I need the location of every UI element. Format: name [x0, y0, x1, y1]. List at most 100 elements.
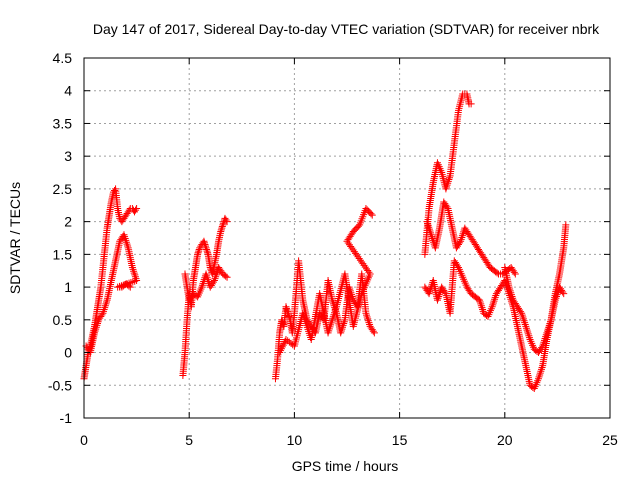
data-point — [284, 309, 292, 317]
data-point — [131, 271, 139, 279]
data-point — [524, 330, 532, 338]
data-point — [522, 324, 530, 332]
chart-title: Day 147 of 2017, Sidereal Day-to-day VTE… — [93, 21, 600, 37]
data-point — [130, 269, 138, 277]
x-tick-label: 20 — [497, 432, 513, 448]
data-point — [286, 314, 294, 322]
data-point — [364, 315, 372, 323]
data-point — [511, 270, 519, 278]
series-segment-2 — [179, 214, 231, 379]
data-point — [283, 306, 291, 314]
data-point — [510, 268, 518, 276]
data-point — [130, 267, 138, 275]
data-point — [103, 298, 111, 306]
data-point — [194, 250, 202, 258]
data-point — [521, 319, 529, 327]
y-tick-label: 2.5 — [53, 181, 73, 197]
y-tick-label: 3 — [64, 148, 72, 164]
data-point — [218, 223, 226, 231]
y-tick-label: 4.5 — [53, 50, 73, 66]
data-point — [202, 270, 210, 278]
y-tick-label: 0.5 — [53, 312, 73, 328]
data-point — [202, 242, 210, 250]
data-point — [201, 241, 209, 249]
y-tick-label: -1 — [60, 410, 73, 426]
x-tick-label: 25 — [602, 432, 618, 448]
data-point — [223, 273, 231, 281]
data-point — [537, 367, 545, 375]
data-point — [285, 311, 293, 319]
series-segment-3 — [271, 205, 378, 383]
series-segment-4-middle — [423, 198, 519, 278]
y-tick-label: 2 — [64, 214, 72, 230]
data-point — [493, 269, 501, 277]
data-point — [132, 206, 140, 214]
data-point — [283, 304, 291, 312]
x-tick-label: 0 — [80, 432, 88, 448]
grid-lines — [84, 58, 610, 418]
data-point — [282, 303, 290, 311]
y-tick-labels: -1 -0.5 0 0.5 1 1.5 2 2.5 3 3.5 4 4.5 — [48, 50, 72, 426]
data-point — [133, 205, 141, 213]
data-point — [284, 308, 292, 316]
data-point — [519, 315, 527, 323]
data-point — [369, 327, 377, 335]
data-point — [98, 311, 106, 319]
data-point — [222, 216, 230, 224]
data-point — [195, 245, 203, 253]
y-tick-label: 3.5 — [53, 115, 73, 131]
data-point — [524, 328, 532, 336]
data-point — [560, 290, 568, 298]
data-point — [521, 320, 529, 328]
data-point — [218, 224, 226, 232]
data-point — [368, 211, 376, 219]
data-point — [425, 223, 433, 231]
axis-ticks — [83, 57, 611, 419]
data-point — [453, 262, 461, 270]
data-point — [538, 344, 546, 352]
data-point — [129, 265, 137, 273]
data-point — [538, 364, 546, 372]
data-point — [203, 247, 211, 255]
data-point — [562, 221, 570, 229]
data-point — [125, 282, 133, 290]
x-tick-label: 5 — [185, 432, 193, 448]
data-point — [340, 318, 348, 326]
series-segment-4-lower — [421, 221, 570, 393]
x-tick-label: 10 — [287, 432, 303, 448]
data-point — [523, 326, 531, 334]
y-tick-label: -0.5 — [48, 377, 72, 393]
data-point — [445, 176, 453, 184]
data-point — [101, 304, 109, 312]
data-point — [367, 210, 375, 218]
data-point — [537, 365, 545, 373]
data-point — [279, 319, 287, 327]
data-point — [203, 245, 211, 253]
data-point — [364, 317, 372, 325]
x-tick-label: 15 — [392, 432, 408, 448]
y-tick-label: 1 — [64, 279, 72, 295]
data-point — [102, 300, 110, 308]
data-point — [522, 322, 530, 330]
data-point — [217, 227, 225, 235]
data-point — [195, 247, 203, 255]
data-point — [202, 244, 210, 252]
data-point — [520, 317, 528, 325]
x-axis-label: GPS time / hours — [292, 458, 399, 474]
y-tick-label: 0 — [64, 345, 72, 361]
data-point — [441, 288, 449, 296]
data-point — [491, 295, 499, 303]
data-point — [370, 329, 378, 337]
series-segment-1-lower — [82, 231, 141, 357]
data-point — [443, 203, 451, 211]
data-point — [209, 278, 217, 286]
data-point — [204, 249, 212, 257]
data-point — [101, 302, 109, 310]
data-points — [80, 90, 570, 393]
data-point — [217, 226, 225, 234]
data-point — [219, 221, 227, 229]
y-axis-label: SDTVAR / TECUs — [7, 182, 23, 294]
data-point — [200, 239, 208, 247]
data-point — [478, 304, 486, 312]
